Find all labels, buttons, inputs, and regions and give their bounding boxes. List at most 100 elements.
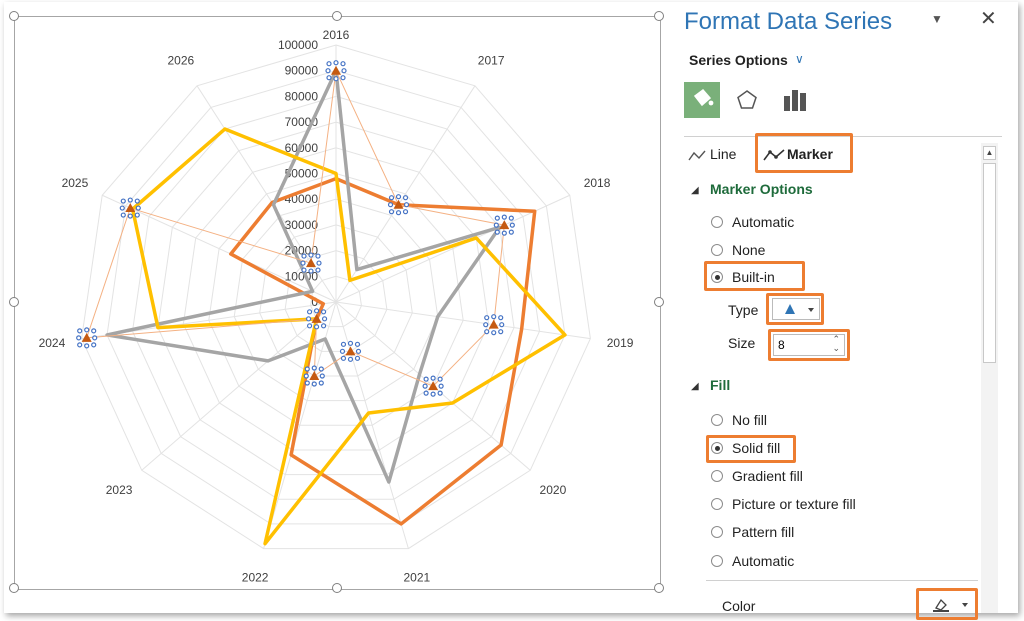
size-label: Size [728,335,756,351]
radio-marker-none[interactable] [711,244,723,256]
category-label: 2022 [242,570,269,584]
marker-size-spinner[interactable]: 8 ⌃ ⌄ [773,334,845,356]
grid-ring [233,198,439,402]
radial-tick-label: 50000 [285,167,319,181]
series-options-dropdown[interactable]: Series Options [689,52,788,68]
option-marker-none[interactable]: None [732,242,766,258]
data-point-marker[interactable] [483,314,505,336]
grid-ring [81,44,591,550]
marker-tab-icon [763,149,785,161]
marker-type-select[interactable] [772,298,820,320]
data-point-marker[interactable] [300,252,322,274]
radar-chart[interactable]: 1000009000080000700006000050000400003000… [15,17,660,589]
paint-bucket-icon [933,598,968,612]
resize-handle-bottom-left[interactable] [9,583,19,593]
radio-gradient-fill[interactable] [711,470,723,482]
data-point-marker[interactable] [119,197,141,219]
grid-ring [182,147,490,451]
fill-line-tab-icon[interactable] [684,82,720,118]
data-point-marker[interactable] [339,340,362,362]
option-no-fill[interactable]: No fill [732,412,768,428]
grid-ring [106,70,566,525]
line-tab-icon [688,150,706,161]
fill-divider [706,580,978,581]
category-label: 2023 [106,483,133,497]
series-line [105,68,502,484]
option-gradient-fill[interactable]: Gradient fill [732,468,803,484]
option-pattern-fill[interactable]: Pattern fill [732,524,795,540]
radial-tick-label: 30000 [285,218,319,232]
resize-handle-bottom[interactable] [332,583,342,593]
category-label: 2026 [167,54,194,68]
radio-marker-automatic[interactable] [711,216,723,228]
effects-tab-icon[interactable] [729,82,765,118]
category-label: 2019 [607,336,634,350]
color-picker-button[interactable] [924,594,974,614]
data-point-marker[interactable] [305,308,328,330]
radio-no-fill[interactable] [711,414,723,426]
radio-picture-fill[interactable] [711,498,723,510]
resize-handle-left[interactable] [9,297,19,307]
marker-options-heading[interactable]: Marker Options [710,181,813,197]
spinner-arrows-icon[interactable]: ⌃ ⌄ [832,334,840,353]
color-label: Color [722,598,756,614]
grid-ring [284,250,388,352]
radio-fill-automatic[interactable] [711,555,723,567]
radio-solid-fill[interactable] [711,442,723,454]
tab-divider [684,136,1002,137]
category-label: 2021 [404,570,431,584]
resize-handle-top-left[interactable] [9,11,19,21]
scroll-up-arrow-icon[interactable]: ▲ [983,146,996,160]
pane-options-dropdown-icon[interactable]: ▼ [931,12,943,26]
category-label: 2018 [584,176,611,190]
series-line [130,127,567,546]
triangle-marker-icon [785,304,814,314]
data-point-marker[interactable] [325,60,347,82]
close-icon[interactable]: ✕ [980,8,997,30]
grid-ring [157,121,515,476]
grid-ring [131,95,541,500]
type-label: Type [728,302,759,318]
collapse-triangle-icon[interactable]: ◢ [691,185,699,196]
resize-handle-bottom-right[interactable] [654,583,664,593]
size-value: 8 [778,338,785,352]
data-point-marker[interactable] [493,214,515,236]
chart-area[interactable]: 100000 90000 80000 70000 60000 50000 40000 3000… [9,11,664,593]
radial-tick-label: 100000 [278,38,318,52]
series-options-tab-icon[interactable] [777,82,813,118]
marker-tab-highlight [755,133,853,173]
grid-spoke [141,301,337,471]
grid-spoke [335,85,476,303]
resize-handle-top-right[interactable] [654,11,664,21]
pane-title: Format Data Series [684,8,893,35]
option-marker-automatic[interactable]: Automatic [732,214,795,230]
data-point-marker[interactable] [422,375,444,397]
data-point-marker[interactable] [303,365,325,387]
radio-marker-built-in[interactable] [711,271,723,283]
radio-pattern-fill[interactable] [711,526,723,538]
resize-handle-right[interactable] [654,297,664,307]
option-marker-built-in[interactable]: Built-in [732,269,775,285]
chevron-down-icon[interactable]: ∨ [795,52,804,66]
option-solid-fill[interactable]: Solid fill [732,440,781,456]
tab-marker[interactable]: Marker [787,146,833,162]
collapse-triangle-icon[interactable]: ◢ [691,381,699,392]
tab-line[interactable]: Line [710,146,737,162]
size-highlight [768,329,850,361]
grid-spoke [102,194,337,303]
data-point-marker[interactable] [76,327,98,349]
data-point-marker[interactable] [387,194,410,216]
category-label: 2016 [323,28,350,42]
built-in-highlight [704,261,805,291]
fill-heading[interactable]: Fill [710,377,731,393]
grid-ring [310,275,362,328]
option-fill-automatic[interactable]: Automatic [732,553,795,569]
solid-fill-highlight [706,435,796,463]
scroll-thumb[interactable] [983,163,996,363]
radial-tick-label: 90000 [285,64,319,78]
category-label: 2020 [540,483,567,497]
radial-tick-label: 80000 [285,89,319,103]
grid-spoke [335,301,591,340]
resize-handle-top[interactable] [332,11,342,21]
option-picture-fill[interactable]: Picture or texture fill [732,496,856,512]
